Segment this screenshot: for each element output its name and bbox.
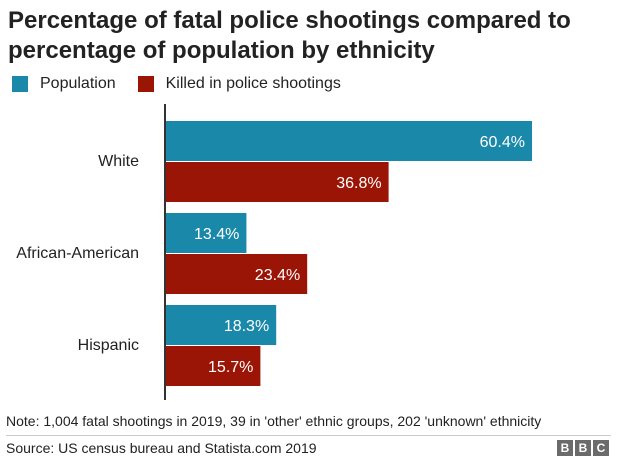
- chart-title: Percentage of fatal police shootings com…: [8, 7, 571, 64]
- bar-killed: [165, 254, 308, 294]
- bar-population: [165, 305, 277, 345]
- category-label: White: [98, 153, 139, 170]
- legend-swatch-killed: [137, 76, 154, 92]
- bar-value-label: 13.4%: [194, 226, 239, 243]
- logo-letter: B: [575, 440, 591, 456]
- bar-chart: White 60.4% 36.8% African-American 13.4% 23.4…: [16, 104, 532, 400]
- category-label: Hispanic: [78, 337, 139, 354]
- footer-divider: [6, 435, 611, 436]
- bar-killed: [165, 162, 389, 202]
- bar-value-label: 60.4%: [480, 134, 525, 151]
- logo-letter: B: [557, 440, 573, 456]
- chart-note: Note: 1,004 fatal shootings in 2019, 39 …: [6, 413, 542, 429]
- legend-swatch-population: [12, 76, 28, 92]
- legend-item-killed: Killed in police shootings: [137, 75, 341, 93]
- bbc-logo: B B C: [557, 440, 609, 456]
- legend-label-killed: Killed in police shootings: [165, 75, 341, 92]
- legend: Population Killed in police shootings: [12, 73, 363, 95]
- bar-value-label: 23.4%: [255, 267, 300, 284]
- bar-population: [165, 121, 532, 161]
- legend-label-population: Population: [40, 75, 116, 92]
- bar-value-label: 36.8%: [336, 175, 381, 192]
- bar-value-label: 15.7%: [208, 359, 253, 376]
- bar-killed: [165, 346, 261, 386]
- chart-source: Source: US census bureau and Statista.co…: [6, 440, 317, 456]
- category-label: African-American: [16, 245, 139, 262]
- legend-item-population: Population: [12, 75, 116, 93]
- bar-population: [165, 213, 247, 253]
- bar-value-label: 18.3%: [224, 318, 269, 335]
- logo-letter: C: [593, 440, 609, 456]
